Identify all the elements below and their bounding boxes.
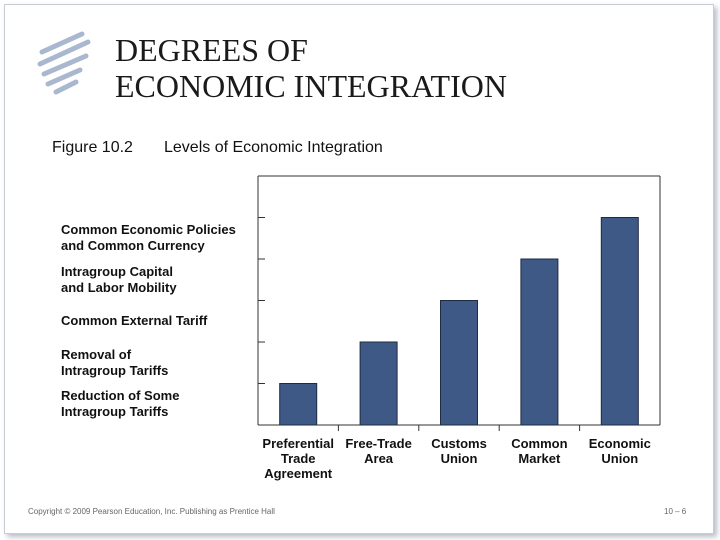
logo [37, 31, 91, 95]
bar [359, 341, 398, 426]
x-tick-label: Free-Trade Area [345, 436, 412, 466]
slide-title: DEGREES OF ECONOMIC INTEGRATION [115, 32, 507, 104]
y-tick-label: Reduction of Some Intragroup Tariffs [61, 388, 180, 420]
x-tick-label: Economic Union [588, 436, 651, 466]
slide-frame [4, 4, 714, 534]
copyright: Copyright © 2009 Pearson Education, Inc.… [28, 507, 275, 516]
figure-caption: Levels of Economic Integration [164, 139, 383, 156]
y-tick-label: Common External Tariff [61, 313, 208, 329]
bar [520, 258, 559, 426]
x-tick-label: Common Market [511, 436, 568, 466]
x-tick-label: Customs Union [431, 436, 487, 466]
page-number: 10 – 6 [664, 507, 687, 516]
bar [279, 383, 318, 426]
y-tick-label: Removal of Intragroup Tariffs [61, 346, 169, 378]
x-tick-label: Preferential Trade Agreement [262, 436, 334, 481]
y-tick-label: Intragroup Capital and Labor Mobility [61, 263, 177, 295]
bar [440, 300, 478, 426]
figure-number: Figure 10.2 [52, 139, 133, 156]
y-tick-label: Common Economic Policies and Common Curr… [61, 222, 236, 254]
bar [600, 217, 639, 426]
